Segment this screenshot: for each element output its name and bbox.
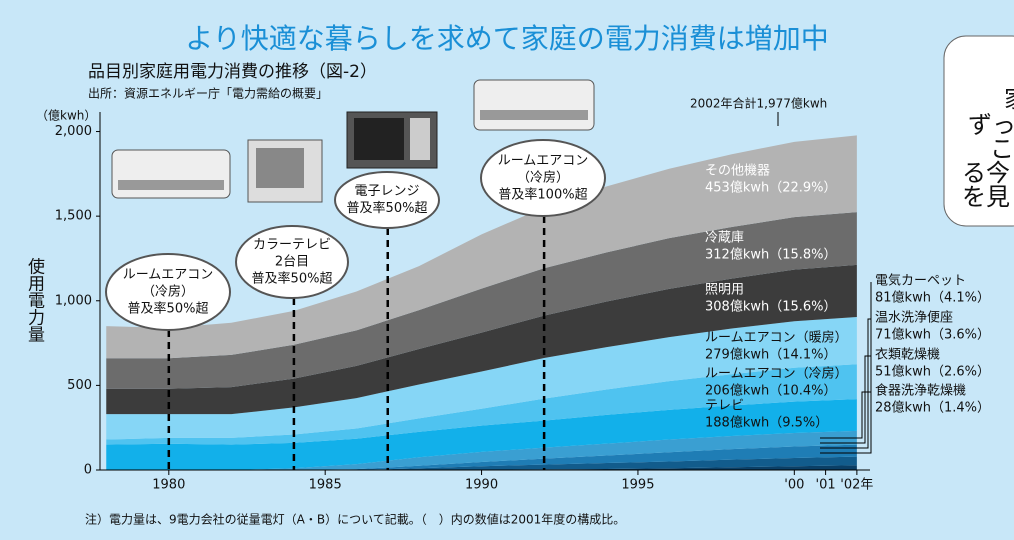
series-note: 312億kwh（15.8%） — [705, 247, 837, 263]
callout-text: ルームエアコン — [123, 268, 214, 283]
area — [106, 456, 857, 470]
series-note: 279億kwh（14.1%） — [705, 347, 837, 363]
y-tick-label: 1,500 — [55, 209, 92, 224]
side-text: 家 — [1004, 85, 1014, 113]
side-text: る今 — [962, 159, 1010, 187]
chart-title: より快適な暮らしを求めて家庭の電力消費は増加中 — [185, 22, 828, 55]
series-name: 温水洗浄便座 — [875, 311, 953, 326]
callout-text: （冷房） — [142, 284, 194, 300]
y-axis-label: 使用電力量 — [24, 256, 45, 342]
y-tick-label: 0 — [84, 463, 92, 478]
series-name: 衣類乾燥機 — [875, 347, 940, 363]
leader — [820, 318, 871, 449]
callout-text: 普及率100%超 — [498, 187, 587, 203]
callout — [334, 171, 440, 229]
series-name: 冷蔵庫 — [705, 231, 744, 246]
area — [106, 444, 857, 470]
area — [106, 430, 857, 470]
series-note: 71億kwh（3.6%） — [875, 327, 990, 343]
series-note: 28億kwh（1.4%） — [875, 400, 990, 416]
appliance-icons — [111, 79, 595, 203]
x-tick-label: 1995 — [621, 478, 654, 493]
callout-text: （冷房） — [517, 170, 569, 186]
callout-text: ルームエアコン — [498, 154, 589, 169]
series-name: 電気カーペット — [875, 273, 966, 289]
y-unit: （億kwh） — [36, 109, 96, 123]
callout-text: 普及率50%超 — [252, 271, 333, 287]
source: 出所：資源エネルギー庁「電力需給の概要」 — [88, 87, 328, 101]
series-name: テレビ — [705, 399, 744, 414]
series-note: 206億kwh（10.4%） — [705, 383, 837, 399]
side-text: を見 — [962, 183, 1010, 211]
series-name: 食器洗浄乾燥機 — [875, 383, 966, 399]
area — [106, 364, 857, 445]
x-tick-label: '00 — [784, 478, 804, 493]
series-note: 308億kwh（15.6%） — [705, 299, 837, 315]
total-note: 2002年合計1,977億kwh — [690, 96, 827, 111]
series-name: ルームエアコン（暖房） — [705, 330, 848, 346]
callout — [480, 139, 606, 217]
x-tick-label: 1985 — [309, 478, 342, 493]
leader — [820, 282, 872, 454]
leader — [820, 391, 871, 439]
series-note: 81億kwh（4.1%） — [875, 290, 990, 306]
series-note: 188億kwh（9.5%） — [705, 415, 828, 431]
area — [106, 135, 857, 359]
callout-text: 2台目 — [275, 255, 309, 270]
series-note: 51億kwh（2.6%） — [875, 364, 990, 380]
x-tick-label: '01 — [816, 478, 836, 493]
callout — [105, 253, 231, 331]
callout — [235, 225, 349, 299]
x-tick-label: 1980 — [152, 478, 185, 493]
series-name: ルームエアコン（冷房） — [705, 366, 848, 382]
callout-text: 電子レンジ — [354, 184, 419, 199]
callout-text: 普及率50%超 — [128, 301, 209, 317]
subtitle: 品目別家庭用電力消費の推移（図-2） — [88, 62, 377, 82]
side-text: ずっ — [968, 111, 1014, 139]
x-tick-label: '02年 — [840, 478, 873, 493]
side-box — [943, 35, 1014, 227]
side-text: こ — [990, 135, 1014, 163]
y-tick-label: 1,000 — [55, 293, 92, 308]
area — [106, 212, 857, 389]
area — [106, 465, 857, 470]
series-name: その他機器 — [705, 164, 770, 179]
area — [106, 399, 857, 470]
footnote: 注）電力量は、9電力会社の従量電灯（A・B）について記載。（ ）内の数値は200… — [85, 512, 625, 527]
callout-text: 普及率50%超 — [347, 200, 428, 216]
series-note: 453億kwh（22.9%） — [705, 180, 837, 196]
y-tick-label: 500 — [67, 378, 92, 393]
x-tick-label: 1990 — [465, 478, 498, 493]
y-tick-label: 2,000 — [55, 124, 92, 139]
area — [106, 264, 857, 415]
series-name: 照明用 — [705, 283, 744, 298]
callout-text: カラーテレビ — [253, 238, 331, 253]
